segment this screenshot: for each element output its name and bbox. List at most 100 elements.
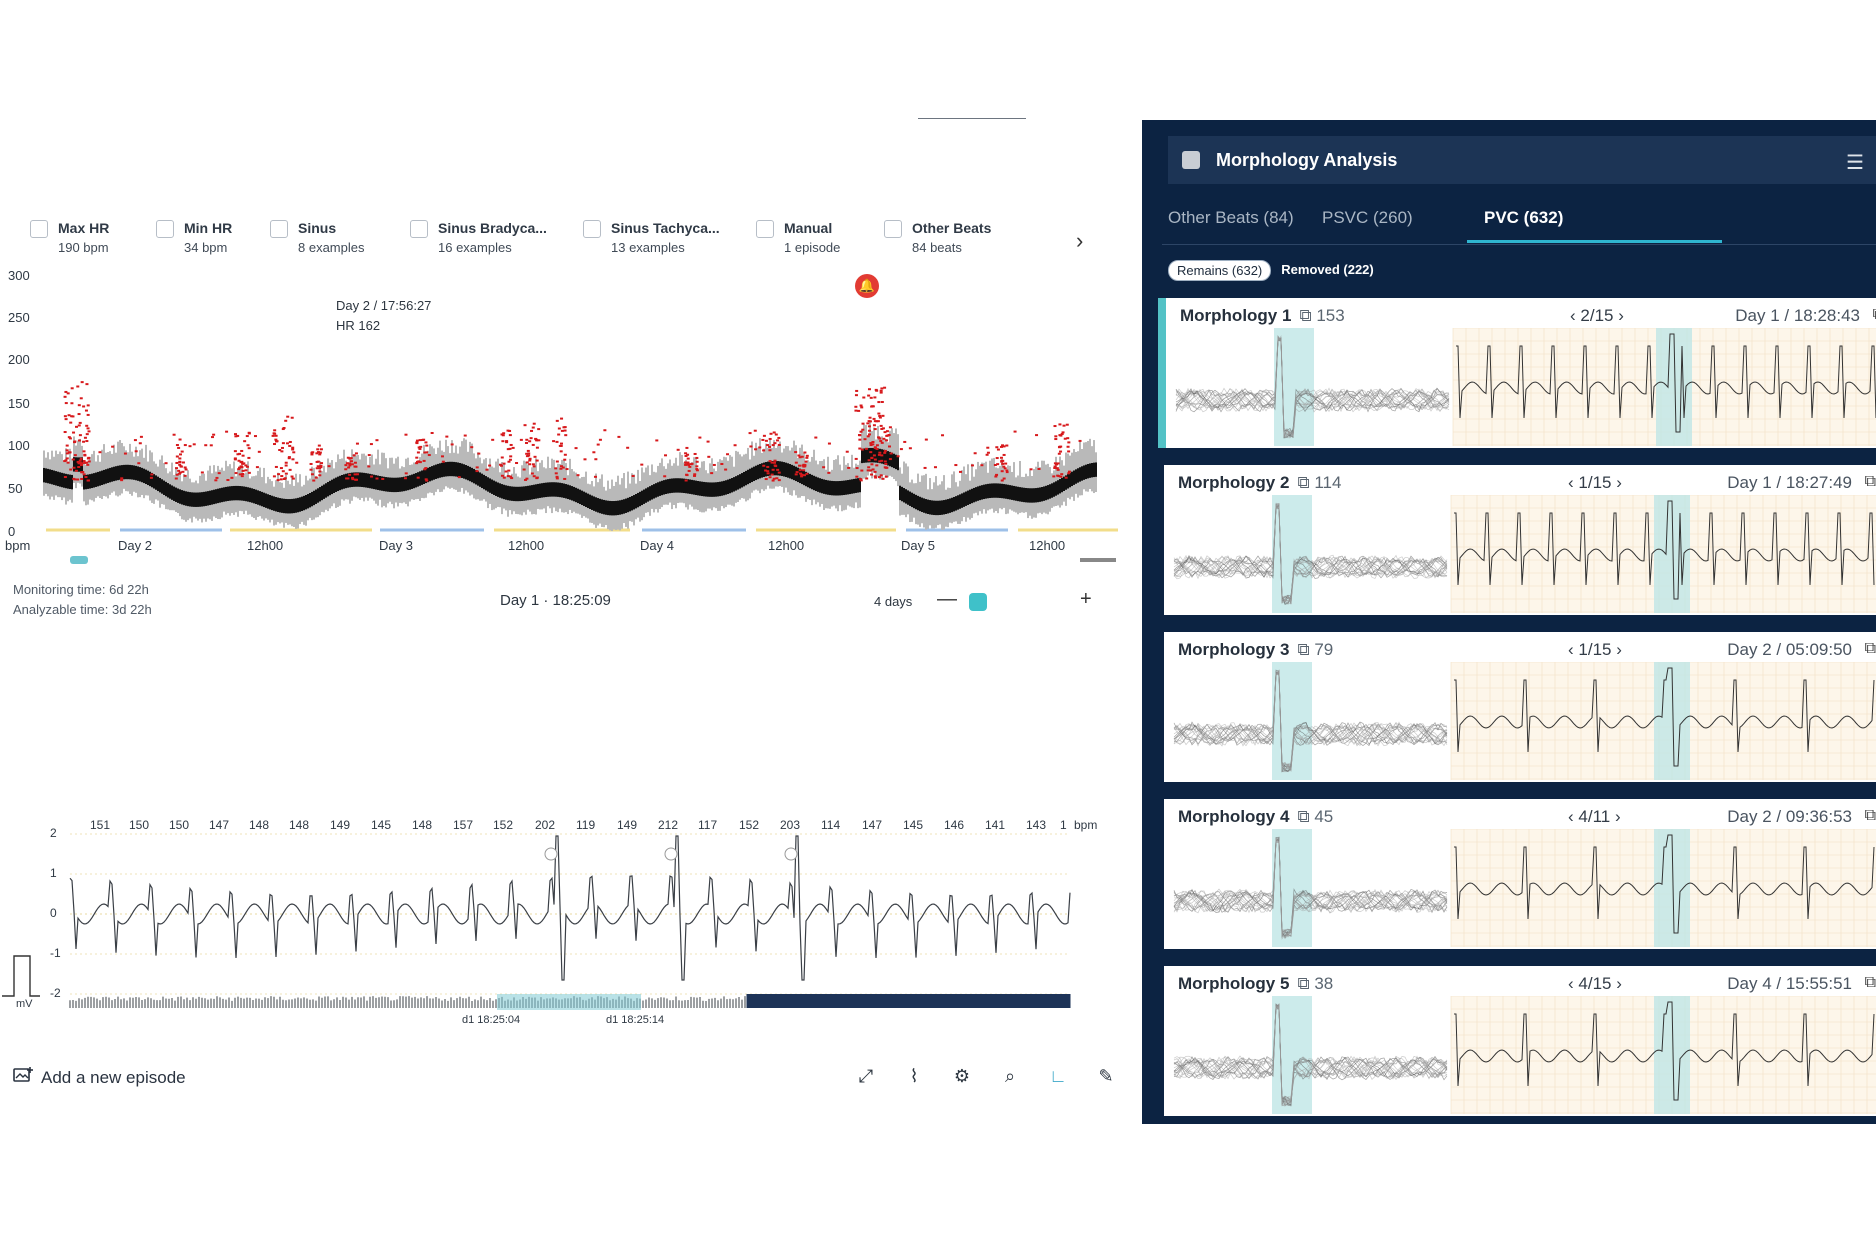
event-mark	[693, 452, 697, 455]
open-icon[interactable]: ⧉	[1864, 640, 1876, 657]
event-mark	[236, 434, 240, 437]
chevron-right-icon[interactable]: ›	[1610, 807, 1621, 826]
zoom-in-button[interactable]: +	[1080, 588, 1092, 610]
chevron-left-icon[interactable]: ‹	[1568, 974, 1579, 993]
tab-psvc[interactable]: PSVC (260)	[1322, 208, 1413, 227]
filter-min-hr[interactable]: Min HR 34 bpm	[156, 218, 232, 258]
event-mark	[80, 477, 84, 480]
event-mark	[64, 459, 68, 462]
event-mark	[243, 440, 247, 443]
hr-trend-chart[interactable]	[0, 268, 1140, 568]
search-icon[interactable]: ⌕	[1004, 1066, 1016, 1086]
bpm-unit: bpm	[1074, 818, 1098, 832]
y-tick: 200	[8, 352, 30, 367]
tab-pvc[interactable]: PVC (632)	[1484, 208, 1564, 227]
checkbox[interactable]	[410, 220, 428, 238]
checkbox[interactable]	[884, 220, 902, 238]
chevron-right-icon[interactable]: ›	[1613, 306, 1624, 325]
event-mark	[508, 429, 512, 432]
event-mark	[877, 412, 881, 415]
event-mark	[505, 440, 509, 443]
event-mark	[78, 421, 82, 424]
bell-icon[interactable]: 🔔	[855, 274, 879, 298]
open-icon[interactable]: ⧉	[1873, 306, 1876, 324]
open-icon[interactable]: ⧉	[1864, 807, 1876, 824]
event-mark	[924, 438, 928, 441]
event-mark	[869, 451, 873, 454]
event-mark	[178, 438, 182, 441]
open-icon[interactable]: ⧉	[1864, 974, 1876, 991]
mv-unit: mV	[16, 998, 33, 1010]
morphology-card[interactable]: Morphology 3 ⧉ 79 ‹ 1/15 › Day 2 / 05:09:50…	[1164, 632, 1876, 782]
event-mark	[178, 453, 182, 456]
morphology-waveforms	[1173, 996, 1876, 1114]
chevron-right-icon[interactable]: ›	[1076, 228, 1084, 253]
event-mark	[873, 446, 877, 449]
checkbox[interactable]	[30, 220, 48, 238]
chevron-left-icon[interactable]: ‹	[1570, 306, 1581, 325]
chevron-right-icon[interactable]: ›	[1611, 473, 1622, 492]
event-mark	[531, 443, 535, 446]
expand-icon[interactable]: ⤢	[858, 1066, 874, 1086]
morphology-card[interactable]: Morphology 1 ⧉ 153 ‹ 2/15 › Day 1 / 18:28:4…	[1158, 298, 1876, 448]
checkbox[interactable]	[156, 220, 174, 238]
morphology-card[interactable]: Morphology 4 ⧉ 45 ‹ 4/11 › Day 2 / 09:36:53…	[1164, 799, 1876, 949]
waveform-icon[interactable]: ⌇	[909, 1066, 919, 1086]
chevron-left-icon[interactable]: ‹	[1568, 807, 1579, 826]
overlay-beat	[1173, 669, 1448, 771]
filter-manual[interactable]: Manual 1 episode	[756, 218, 840, 258]
filter-sinus-brady[interactable]: Sinus Bradyca... 16 examples	[410, 218, 547, 258]
removed-chip[interactable]: Removed (222)	[1281, 262, 1374, 277]
overlay-beat	[1173, 1008, 1448, 1107]
event-mark	[286, 415, 290, 418]
event-mark	[805, 472, 809, 475]
zoom-slider-handle[interactable]	[969, 593, 987, 611]
active-tab-indicator	[1467, 240, 1722, 243]
add-episode-button[interactable]: Add a new episode	[13, 1066, 186, 1089]
event-mark	[537, 439, 541, 442]
event-mark	[879, 391, 883, 394]
open-icon[interactable]: ⧉	[1864, 473, 1876, 490]
bpm-value: 143	[1026, 818, 1047, 832]
filter-sinus[interactable]: Sinus 8 examples	[270, 218, 364, 258]
chevron-left-icon[interactable]: ‹	[1568, 640, 1579, 659]
add-image-icon	[13, 1066, 33, 1089]
chevron-right-icon[interactable]: ›	[1611, 640, 1622, 659]
zoom-out-button[interactable]: —	[937, 588, 957, 610]
event-mark	[290, 475, 294, 478]
filter-max-hr[interactable]: Max HR 190 bpm	[30, 218, 109, 258]
morphology-waveforms	[1173, 495, 1876, 613]
event-mark	[766, 470, 770, 473]
morphology-card[interactable]: Morphology 2 ⧉ 114 ‹ 1/15 › Day 1 / 18:27:4…	[1164, 465, 1876, 615]
event-mark	[576, 474, 580, 477]
event-mark	[880, 401, 884, 404]
chevron-left-icon[interactable]: ‹	[1568, 473, 1579, 492]
event-mark	[317, 444, 321, 447]
checkbox[interactable]	[756, 220, 774, 238]
event-mark	[75, 425, 79, 428]
filter-other-beats[interactable]: Other Beats 84 beats	[884, 218, 991, 258]
morphology-card[interactable]: Morphology 5 ⧉ 38 ‹ 4/15 › Day 4 / 15:55:51…	[1164, 966, 1876, 1116]
event-mark	[865, 477, 869, 480]
event-mark	[533, 455, 537, 458]
axis-icon[interactable]: ∟	[1049, 1066, 1067, 1086]
calibration-pulse	[2, 955, 40, 997]
ruler-icon[interactable]: ✎	[1098, 1066, 1114, 1086]
checkbox[interactable]	[270, 220, 288, 238]
event-mark	[980, 464, 984, 467]
tab-other-beats[interactable]: Other Beats (84)	[1168, 208, 1294, 227]
morphology-name: Morphology 3	[1178, 640, 1290, 659]
settings-icon[interactable]: ⚙	[953, 1066, 971, 1086]
filter-sub: 8 examples	[298, 240, 365, 255]
event-mark	[847, 466, 851, 469]
list-menu-icon[interactable]: ☰	[1846, 152, 1864, 174]
remains-chip[interactable]: Remains (632)	[1168, 260, 1272, 281]
event-mark	[869, 396, 873, 399]
filter-sinus-tachy[interactable]: Sinus Tachyca... 13 examples	[583, 218, 720, 258]
event-mark	[288, 468, 292, 471]
event-mark	[797, 454, 801, 457]
chevron-right-icon[interactable]: ›	[1611, 974, 1622, 993]
event-mark	[804, 460, 808, 463]
ecg-strip[interactable]	[0, 812, 1140, 1022]
checkbox[interactable]	[583, 220, 601, 238]
